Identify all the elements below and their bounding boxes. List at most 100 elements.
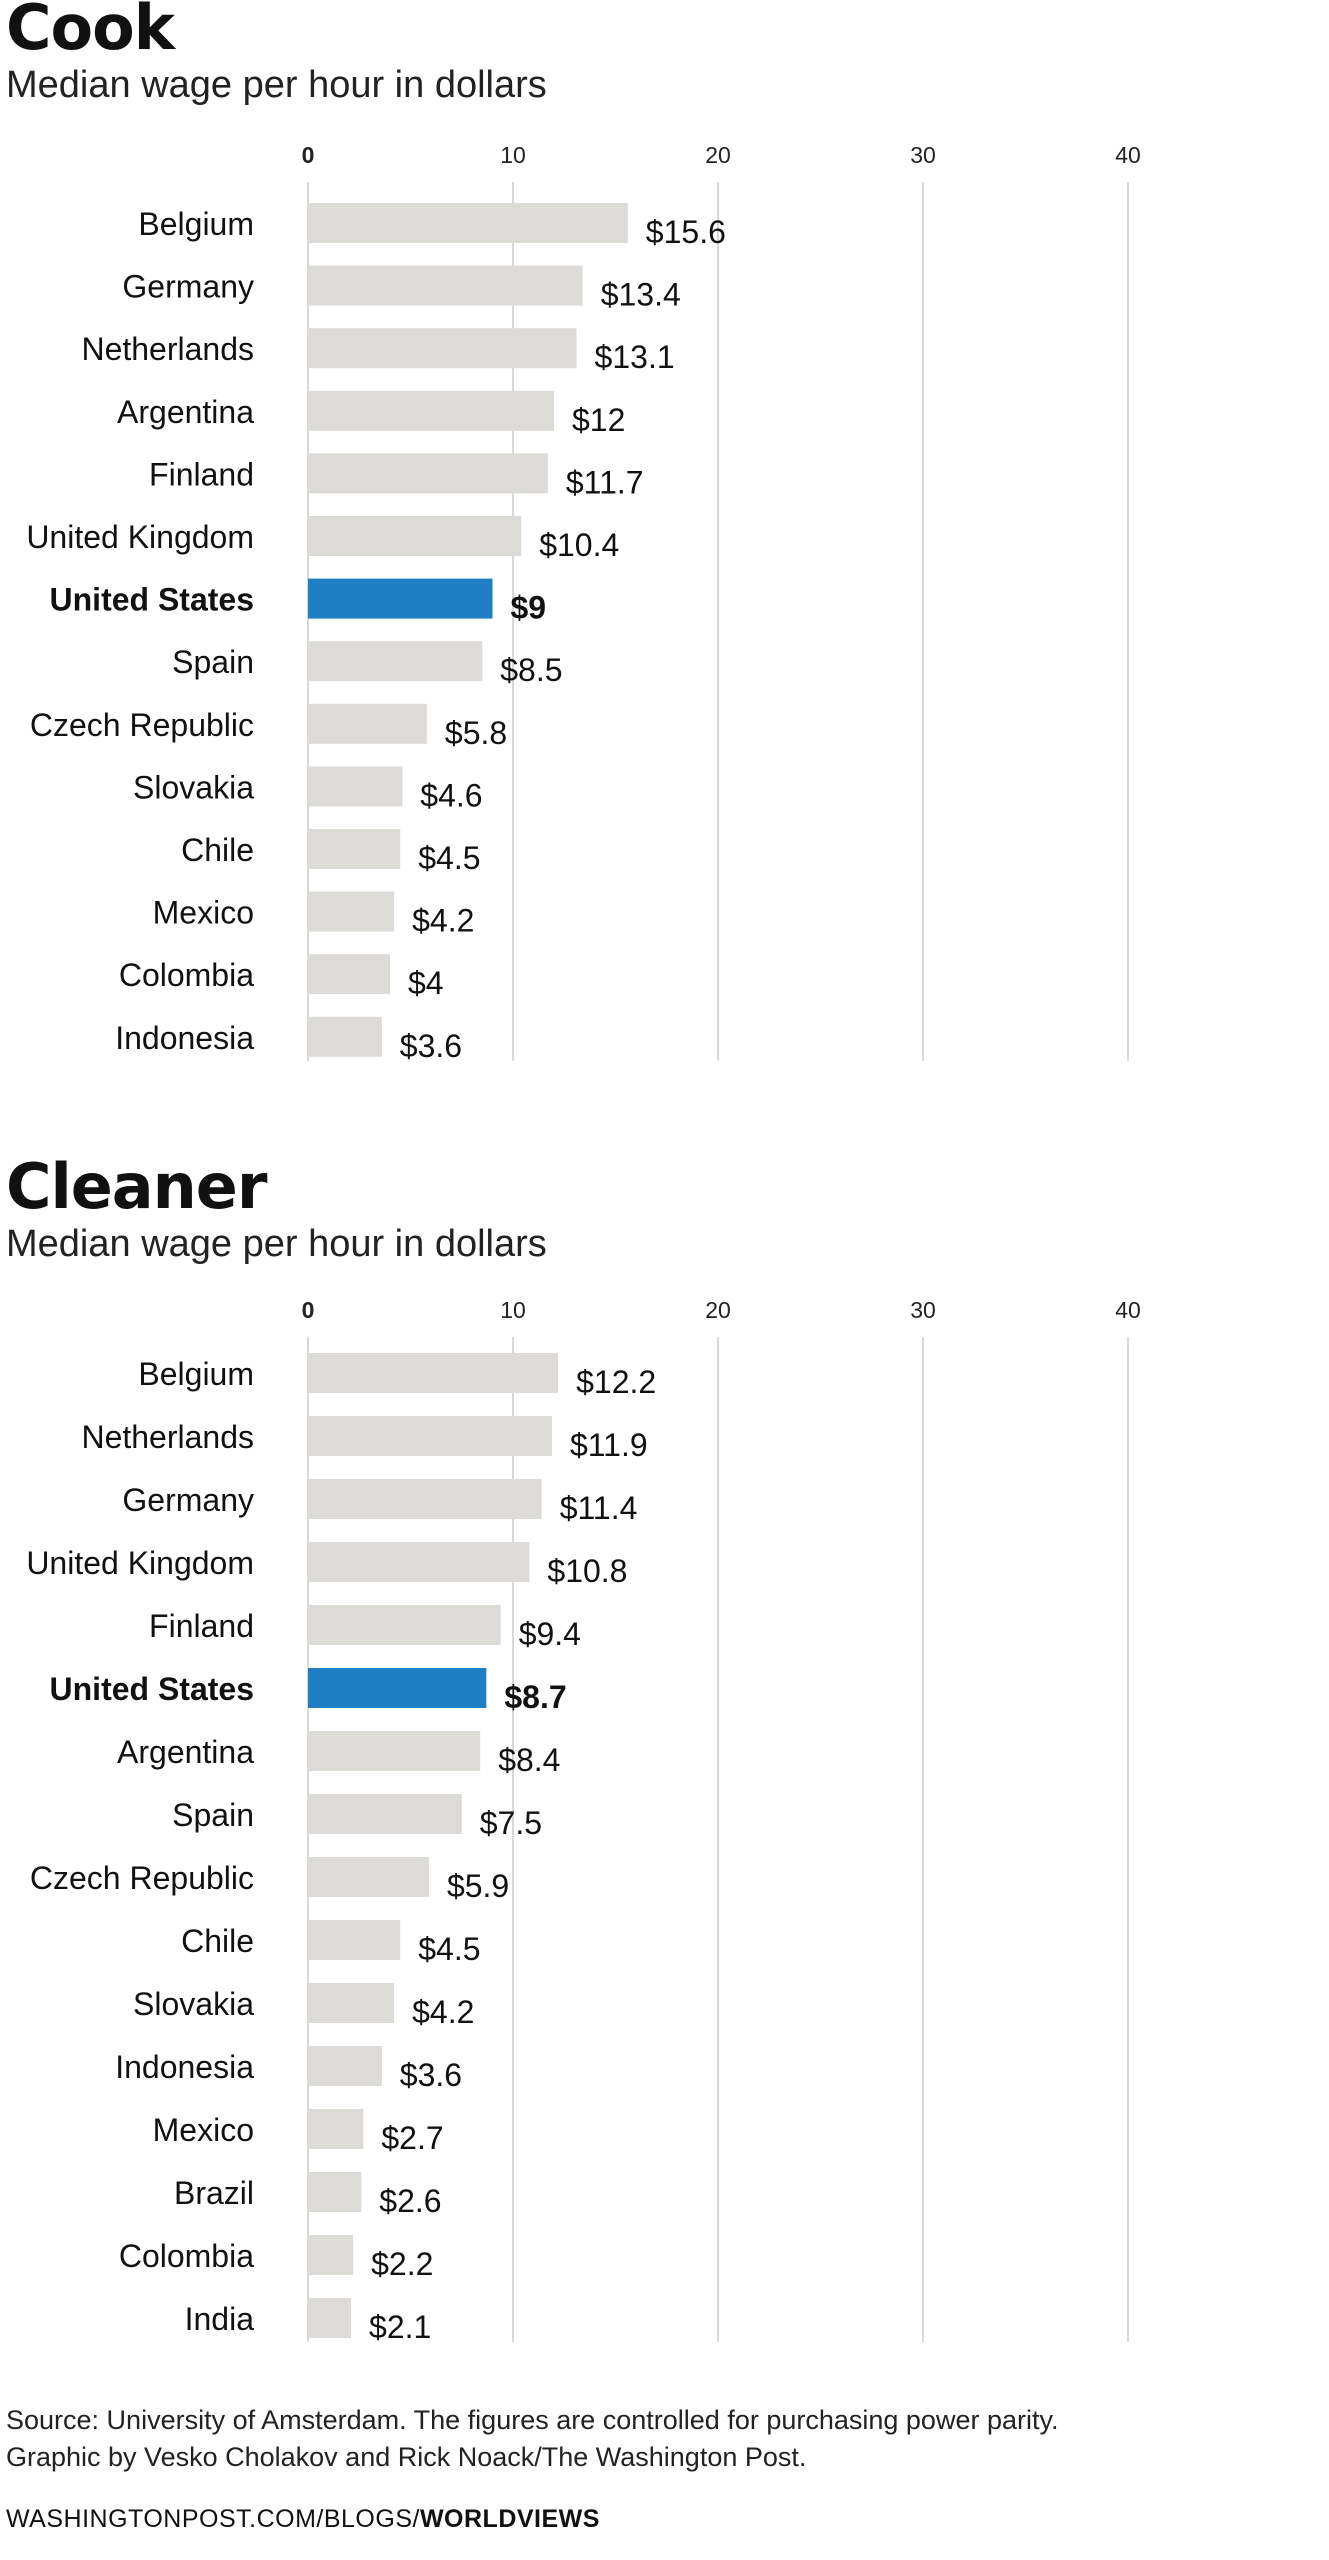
- cleaner-bar-2: [308, 1479, 542, 1519]
- cook-category-label-6: United States: [50, 582, 254, 618]
- cleaner-bar-14: [308, 2235, 354, 2275]
- cleaner-value-label-7: $7.5: [480, 1805, 542, 1841]
- cleaner-value-label-1: $11.9: [570, 1427, 648, 1463]
- cleaner-category-label-9: Chile: [181, 1923, 254, 1959]
- cleaner-bar-9: [308, 1920, 401, 1960]
- cook-category-label-11: Mexico: [153, 895, 254, 931]
- cook-chart-title: Cook: [6, 0, 175, 64]
- footer-url-section: WORLDVIEWS: [419, 2505, 600, 2533]
- cleaner-bar-5: [308, 1668, 487, 1708]
- cleaner-bar-12: [308, 2109, 364, 2149]
- cleaner-bar-3: [308, 1542, 530, 1582]
- cook-tick-label-3: 30: [910, 142, 936, 168]
- cook-category-label-9: Slovakia: [133, 769, 254, 805]
- cook-bar-5: [308, 516, 522, 556]
- cook-tick-label-0: 0: [302, 142, 315, 168]
- cook-bar-9: [308, 766, 403, 807]
- cook-category-label-3: Argentina: [117, 394, 254, 430]
- cook-category-label-1: Germany: [122, 269, 254, 305]
- cleaner-value-label-11: $3.6: [400, 2057, 462, 2093]
- cleaner-value-label-10: $4.2: [412, 1994, 474, 2030]
- cleaner-category-label-8: Czech Republic: [30, 1860, 254, 1896]
- cleaner-bar-15: [308, 2298, 352, 2338]
- cleaner-bar-0: [308, 1353, 559, 1393]
- cook-value-label-10: $4.5: [418, 840, 480, 876]
- cook-value-label-3: $12: [572, 402, 625, 438]
- cleaner-category-label-12: Mexico: [153, 2112, 254, 2148]
- cleaner-tick-label-1: 10: [500, 1297, 526, 1323]
- cleaner-wage-chart: 0 10 20 30 40 Belgium $12.2 Netherlands $11.9 Ger…: [26, 1297, 1140, 2345]
- cleaner-bar-1: [308, 1416, 552, 1456]
- cleaner-value-label-2: $11.4: [560, 1490, 638, 1526]
- cook-value-label-4: $11.7: [566, 464, 644, 500]
- cook-bar-2: [308, 328, 577, 369]
- cleaner-bar-7: [308, 1794, 462, 1834]
- cook-value-label-6: $9: [511, 590, 547, 626]
- cook-category-label-7: Spain: [172, 644, 254, 680]
- cleaner-tick-label-3: 30: [910, 1297, 936, 1323]
- cook-value-label-9: $4.6: [420, 777, 482, 813]
- footer-url[interactable]: WASHINGTONPOST.COM/BLOGS/WORLDVIEWS: [6, 2505, 600, 2534]
- cleaner-value-label-0: $12.2: [576, 1364, 656, 1400]
- cleaner-category-label-5: United States: [50, 1671, 254, 1707]
- cleaner-category-label-6: Argentina: [117, 1734, 254, 1770]
- cook-value-label-1: $13.4: [601, 277, 681, 313]
- cleaner-value-label-4: $9.4: [519, 1616, 581, 1652]
- cleaner-category-label-7: Spain: [172, 1797, 254, 1833]
- cook-bar-11: [308, 891, 395, 932]
- cleaner-bar-6: [308, 1731, 481, 1771]
- cook-category-label-13: Indonesia: [115, 1020, 254, 1056]
- source-line: Source: University of Amsterdam. The fig…: [6, 2405, 1059, 2435]
- cook-value-label-0: $15.6: [646, 214, 726, 250]
- cook-bar-13: [308, 1016, 382, 1057]
- cook-bar-7: [308, 641, 483, 682]
- cook-category-label-5: United Kingdom: [26, 519, 254, 555]
- cleaner-category-label-0: Belgium: [138, 1356, 254, 1392]
- cleaner-value-label-15: $2.1: [369, 2309, 431, 2345]
- cleaner-bar-13: [308, 2172, 362, 2212]
- cleaner-value-label-12: $2.7: [381, 2120, 443, 2156]
- cook-category-label-2: Netherlands: [81, 331, 254, 367]
- cleaner-value-label-5: $8.7: [504, 1679, 566, 1715]
- cleaner-category-label-2: Germany: [122, 1482, 254, 1518]
- cook-bar-3: [308, 390, 554, 431]
- footer-url-prefix: WASHINGTONPOST.COM/BLOGS/: [6, 2505, 420, 2533]
- cleaner-category-label-1: Netherlands: [81, 1419, 254, 1455]
- cook-bar-12: [308, 954, 390, 995]
- cleaner-category-label-3: United Kingdom: [26, 1545, 254, 1581]
- cleaner-value-label-6: $8.4: [498, 1742, 560, 1778]
- cleaner-bar-10: [308, 1983, 395, 2023]
- cleaner-category-label-14: Colombia: [119, 2238, 254, 2274]
- cleaner-bar-4: [308, 1605, 501, 1645]
- cook-value-label-11: $4.2: [412, 903, 474, 939]
- cook-tick-label-2: 20: [705, 142, 731, 168]
- cook-value-label-5: $10.4: [539, 527, 619, 563]
- cook-value-label-7: $8.5: [500, 652, 562, 688]
- cook-category-label-4: Finland: [149, 456, 254, 492]
- cook-value-label-8: $5.8: [445, 715, 507, 751]
- cleaner-value-label-3: $10.8: [547, 1553, 627, 1589]
- cook-value-label-12: $4: [408, 965, 444, 1001]
- cleaner-tick-label-0: 0: [302, 1297, 315, 1323]
- cleaner-category-label-13: Brazil: [174, 2175, 254, 2211]
- cook-category-label-12: Colombia: [119, 957, 254, 993]
- cook-value-label-13: $3.6: [400, 1028, 462, 1064]
- cleaner-value-label-8: $5.9: [447, 1868, 509, 1904]
- cook-chart-subtitle: Median wage per hour in dollars: [6, 64, 547, 106]
- cleaner-bar-11: [308, 2046, 382, 2086]
- cleaner-value-label-14: $2.2: [371, 2246, 433, 2282]
- cook-bar-0: [308, 203, 628, 243]
- cook-wage-chart: 0 10 20 30 40 Belgium $15.6 Germany $13.4 Netherl…: [26, 142, 1140, 1064]
- cleaner-tick-label-2: 20: [705, 1297, 731, 1323]
- cleaner-value-label-13: $2.6: [379, 2183, 441, 2219]
- cleaner-category-label-11: Indonesia: [115, 2049, 254, 2085]
- cleaner-category-label-4: Finland: [149, 1608, 254, 1644]
- cook-category-label-0: Belgium: [138, 206, 254, 242]
- cleaner-bar-8: [308, 1857, 429, 1897]
- cleaner-chart-subtitle: Median wage per hour in dollars: [6, 1223, 547, 1265]
- cleaner-category-label-15: India: [185, 2301, 255, 2337]
- cook-bar-4: [308, 453, 548, 494]
- credit-line: Graphic by Vesko Cholakov and Rick Noack…: [6, 2442, 807, 2472]
- footer-note: Source: University of Amsterdam. The fig…: [6, 2402, 1058, 2476]
- cook-category-label-8: Czech Republic: [30, 707, 254, 743]
